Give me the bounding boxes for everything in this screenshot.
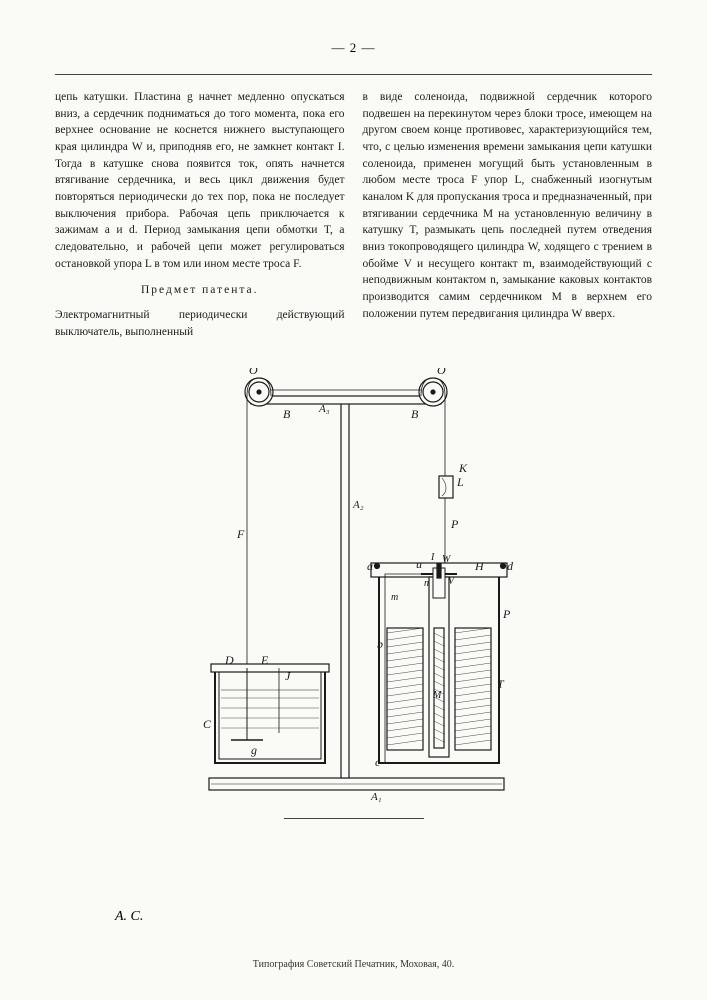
svg-text:F: F — [236, 527, 245, 541]
svg-text:P: P — [450, 517, 459, 531]
svg-text:A₁: A₁ — [370, 791, 382, 803]
svg-text:E: E — [260, 653, 269, 667]
right-p1: в виде соленоида, подвижной сердечник ко… — [363, 89, 653, 322]
footer-text: Типография Советский Печатник, Моховая, … — [0, 959, 707, 970]
svg-text:c: c — [375, 755, 381, 769]
pulley-left — [245, 378, 273, 406]
pulley-right — [419, 378, 447, 406]
figure: O O B B A₃ A₂ A₁ F L K P a d H u I W V n… — [55, 368, 652, 808]
svg-text:d: d — [507, 559, 514, 573]
section-title: Предмет патента. — [55, 282, 345, 299]
svg-text:J: J — [285, 669, 291, 683]
svg-text:C: C — [203, 717, 212, 731]
svg-text:O: O — [437, 368, 446, 377]
svg-text:K: K — [458, 461, 468, 475]
footer: Типография Советский Печатник, Моховая, … — [55, 818, 652, 819]
svg-text:n: n — [424, 578, 429, 589]
svg-text:b: b — [377, 637, 383, 651]
top-rule — [55, 74, 652, 75]
svg-text:L: L — [456, 475, 464, 489]
vessel-C — [211, 664, 329, 763]
svg-text:T: T — [497, 677, 505, 691]
svg-text:m: m — [391, 592, 398, 603]
svg-text:O: O — [249, 368, 258, 377]
svg-text:I: I — [430, 552, 435, 563]
text-columns: цепь катушки. Пластина g начнет медленно… — [55, 89, 652, 348]
svg-text:g: g — [251, 743, 257, 757]
svg-text:A₃: A₃ — [318, 403, 330, 415]
svg-text:u: u — [416, 557, 422, 571]
svg-text:B: B — [283, 407, 291, 421]
svg-text:M: M — [432, 690, 442, 701]
page-number: — 2 — — [55, 40, 652, 56]
left-p2: Электромагнитный периодически действующи… — [55, 307, 345, 340]
left-p1: цепь катушки. Пластина g начнет медленно… — [55, 89, 345, 272]
svg-text:B: B — [411, 407, 419, 421]
svg-text:H: H — [474, 559, 485, 573]
svg-text:P: P — [502, 607, 511, 621]
right-column: в виде соленоида, подвижной сердечник ко… — [363, 89, 653, 348]
svg-text:A₂: A₂ — [352, 499, 364, 511]
left-column: цепь катушки. Пластина g начнет медленно… — [55, 89, 345, 348]
svg-text:a: a — [367, 559, 373, 573]
ac-label: A. C. — [115, 909, 143, 925]
stop-L — [439, 476, 453, 498]
svg-text:D: D — [224, 653, 234, 667]
